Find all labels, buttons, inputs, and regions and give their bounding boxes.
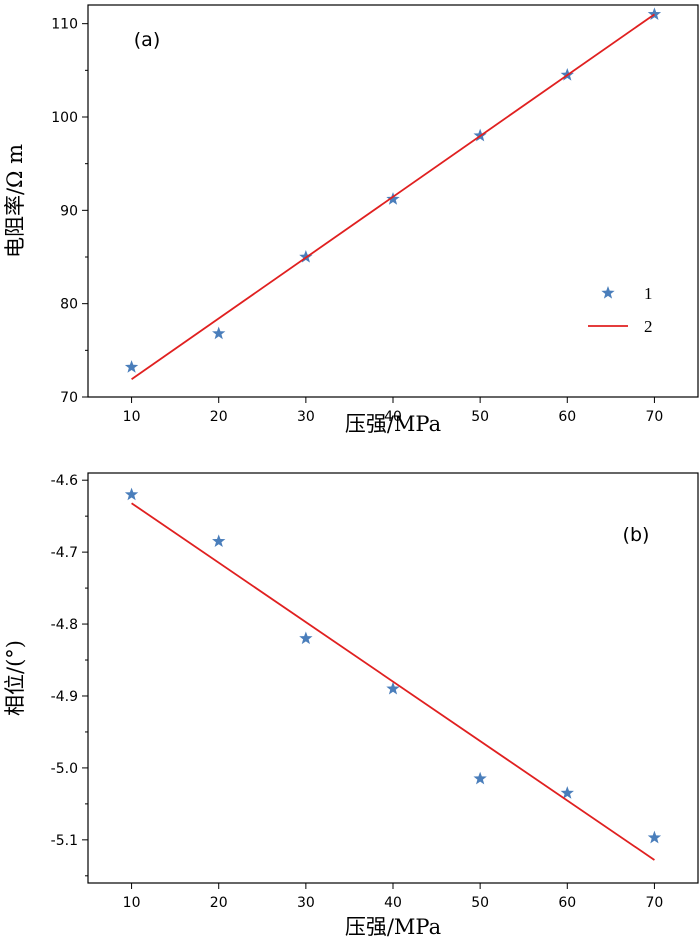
data-point-star: [212, 534, 226, 547]
x-axis-label: 压强/MPa: [345, 412, 441, 436]
x-tick-label: 50: [471, 895, 489, 911]
chart-panel-a: 10 20 30 40 50 60 70 70 80 90 100 110 压强/MPa 电阻率/Ω m (…: [3, 4, 699, 436]
fit-line: [131, 502, 655, 861]
y-tick-label: -4.6: [51, 473, 78, 489]
data-point-star: [647, 7, 662, 20]
legend: 12: [588, 284, 653, 336]
x-tick-label: 10: [123, 409, 141, 425]
x-tick-label: 70: [646, 409, 664, 425]
data-point-star: [647, 830, 662, 844]
x-axis-label: 压强/MPa: [345, 915, 441, 939]
x-tick-label: 30: [297, 895, 315, 911]
x-tick-label: 40: [384, 409, 402, 425]
y-tick-label: -5.1: [51, 833, 78, 849]
panel-label: (b): [623, 524, 650, 546]
data-point-star: [386, 192, 400, 205]
x-tick-label: 20: [210, 895, 228, 911]
y-axis-label: 相位/(°): [3, 640, 27, 716]
chart-panel-b: 10 20 30 40 50 60 70 -4.6 -4.7 -4.8 -4.9 -5.0 -5.1 压强…: [3, 472, 699, 939]
fit-line: [131, 13, 655, 381]
data-point-star: [560, 786, 574, 799]
data-point-star: [299, 631, 313, 645]
data-point-star: [473, 771, 487, 785]
y-tick-label: -5.0: [51, 761, 78, 777]
x-tick-label: 70: [646, 895, 664, 911]
plot-frame: [87, 472, 699, 884]
x-tick-label: 40: [384, 895, 402, 911]
data-point-star: [386, 681, 400, 695]
y-tick-label: -4.9: [51, 689, 78, 705]
y-tick-label: -4.8: [51, 617, 78, 633]
y-tick-label: -4.7: [51, 545, 78, 561]
x-tick-label: 30: [297, 409, 315, 425]
legend-label: 2: [644, 317, 653, 336]
panel-label: (a): [134, 29, 160, 51]
y-tick-label: 110: [51, 17, 78, 33]
data-point-star: [212, 326, 226, 340]
y-tick-label: 90: [60, 203, 78, 219]
x-tick-label: 50: [471, 409, 489, 425]
y-tick-label: 100: [51, 110, 78, 126]
data-point-star: [124, 360, 139, 373]
x-tick-label: 60: [558, 895, 576, 911]
x-tick-label: 10: [123, 895, 141, 911]
x-tick-label: 20: [210, 409, 228, 425]
y-tick-label: 80: [60, 297, 78, 313]
y-axis-label: 电阻率/Ω m: [3, 144, 27, 258]
data-point-star: [124, 487, 139, 501]
data-point-star: [299, 250, 313, 263]
legend-label: 1: [644, 284, 653, 303]
x-tick-label: 60: [558, 409, 576, 425]
y-tick-label: 70: [60, 390, 78, 406]
legend-marker-star: [601, 286, 615, 299]
